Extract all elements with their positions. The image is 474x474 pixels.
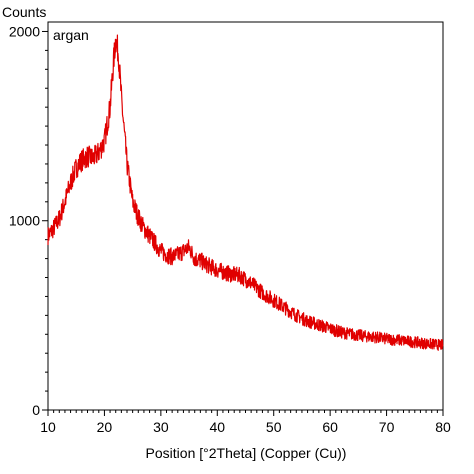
x-tick-label: 30	[153, 419, 169, 435]
y-axis-title: Counts	[2, 4, 46, 20]
x-tick-label: 50	[266, 419, 282, 435]
axis-ticks: 10 20 30 40 50 60 70 80 0 1000 2000	[9, 23, 451, 435]
plot-frame	[47, 21, 444, 411]
x-tick-label: 10	[40, 419, 56, 435]
x-tick-label: 80	[435, 419, 451, 435]
x-tick-label: 60	[322, 419, 338, 435]
y-tick-label: 1000	[9, 213, 40, 229]
x-axis-title: Position [°2Theta] (Copper (Cu))	[146, 445, 347, 461]
x-tick-label: 70	[379, 419, 395, 435]
legend-label-argan: argan	[53, 27, 89, 43]
x-tick-label: 20	[97, 419, 113, 435]
series-line-argan	[47, 34, 444, 351]
y-tick-label: 0	[32, 402, 40, 418]
x-tick-label: 40	[209, 419, 225, 435]
y-tick-label: 2000	[9, 23, 40, 39]
